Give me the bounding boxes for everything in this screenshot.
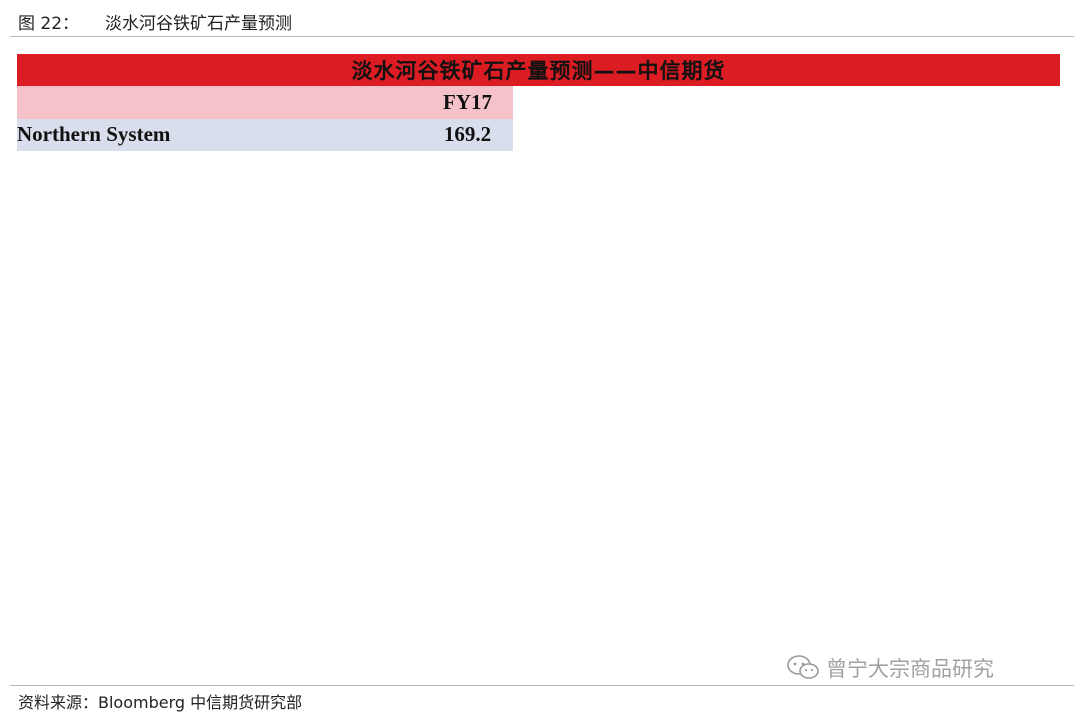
- table-row-northern-system: Northern System 169.2: [17, 118, 1060, 152]
- figure-label: 图 22：: [18, 14, 80, 34]
- figure-header: 图 22： 淡水河谷铁矿石产量预测: [0, 0, 1080, 40]
- bottom-divider: [10, 685, 1074, 686]
- table-banner-row: 淡水河谷铁矿石产量预测——中信期货: [17, 54, 1060, 87]
- source-note: 资料来源：Bloomberg 中信期货研究部: [18, 693, 303, 712]
- column-header: FY17: [422, 86, 513, 119]
- table-header-row: FY17: [17, 86, 1060, 119]
- production-forecast-table: 淡水河谷铁矿石产量预测——中信期货 FY17 Northern System 1…: [17, 54, 1060, 152]
- header-blank-cell: [17, 86, 422, 119]
- top-divider: [10, 36, 1074, 37]
- wechat-icon: [787, 655, 819, 679]
- table-banner: 淡水河谷铁矿石产量预测——中信期货: [17, 54, 1060, 87]
- row-label: Northern System: [17, 118, 422, 152]
- table-cell: 169.2: [422, 118, 513, 152]
- figure-title: 淡水河谷铁矿石产量预测: [105, 14, 292, 34]
- watermark-text: 曾宁大宗商品研究: [826, 657, 994, 681]
- watermark: 曾宁大宗商品研究: [786, 652, 1076, 686]
